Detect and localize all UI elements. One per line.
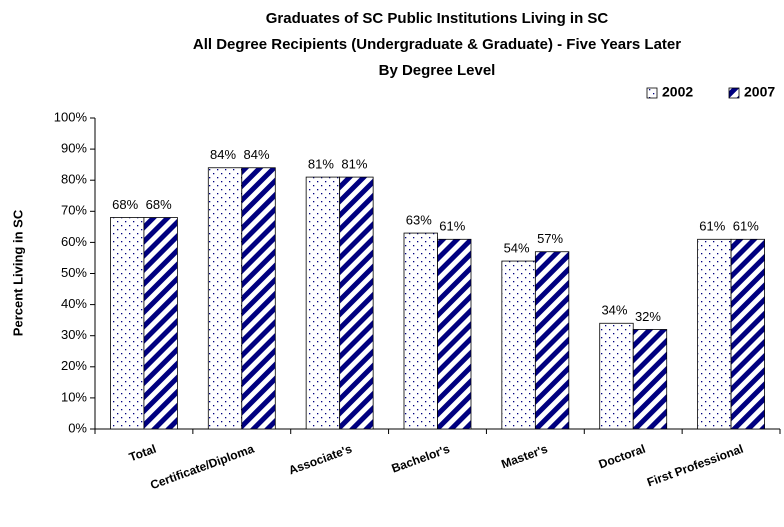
- bar: [437, 238, 472, 430]
- bar: [599, 322, 634, 430]
- value-label: 81%: [341, 157, 367, 172]
- value-label: 61%: [699, 219, 725, 234]
- bar: [501, 260, 536, 430]
- legend-label: 2007: [744, 84, 775, 100]
- x-tick-label: Associate's: [287, 442, 354, 478]
- bar: [632, 329, 668, 430]
- bar: [110, 217, 145, 430]
- value-label: 63%: [406, 213, 432, 228]
- y-tick-label: 50%: [61, 265, 87, 280]
- value-label: 68%: [146, 197, 172, 212]
- bar: [241, 167, 276, 430]
- chart-title: Graduates of SC Public Institutions Livi…: [266, 10, 609, 27]
- bar: [339, 176, 374, 430]
- value-label: 32%: [635, 309, 661, 324]
- bar: [730, 238, 765, 430]
- legend-label: 2002: [662, 84, 693, 100]
- bar: [143, 217, 178, 430]
- value-label: 84%: [244, 147, 270, 162]
- value-label: 34%: [601, 303, 627, 318]
- y-tick-label: 20%: [61, 358, 87, 373]
- y-tick-label: 70%: [61, 203, 87, 218]
- value-label: 68%: [112, 197, 138, 212]
- legend-swatch: [646, 87, 658, 99]
- value-label: 54%: [504, 240, 530, 255]
- value-label: 81%: [308, 157, 334, 172]
- bar: [534, 251, 570, 430]
- bar: [305, 176, 341, 430]
- y-tick-label: 60%: [61, 234, 87, 249]
- chart-subtitle: All Degree Recipients (Undergraduate & G…: [193, 36, 681, 53]
- y-tick-label: 0%: [68, 420, 87, 435]
- x-tick-label: First Professional: [645, 442, 745, 490]
- y-tick-label: 40%: [61, 296, 87, 311]
- y-tick-label: 90%: [61, 141, 87, 156]
- value-label: 57%: [537, 231, 563, 246]
- value-label: 61%: [733, 219, 759, 234]
- chart-subtitle: By Degree Level: [379, 62, 496, 79]
- bar: [697, 238, 732, 430]
- bar: [207, 167, 243, 430]
- x-tick-label: Bachelor's: [390, 442, 452, 476]
- y-tick-label: 10%: [61, 389, 87, 404]
- x-tick-label: Doctoral: [597, 442, 648, 472]
- y-tick-label: 80%: [61, 172, 87, 187]
- x-tick-label: Master's: [499, 442, 549, 472]
- x-tick-label: Total: [127, 442, 158, 465]
- y-tick-label: 100%: [54, 109, 88, 124]
- value-label: 84%: [210, 147, 236, 162]
- bar: [403, 232, 438, 430]
- y-axis-label: Percent Living in SC: [10, 209, 25, 336]
- value-label: 61%: [439, 219, 465, 234]
- y-tick-label: 30%: [61, 327, 87, 342]
- x-tick-label: Certificate/Diploma: [148, 442, 256, 493]
- legend-swatch: [728, 87, 740, 99]
